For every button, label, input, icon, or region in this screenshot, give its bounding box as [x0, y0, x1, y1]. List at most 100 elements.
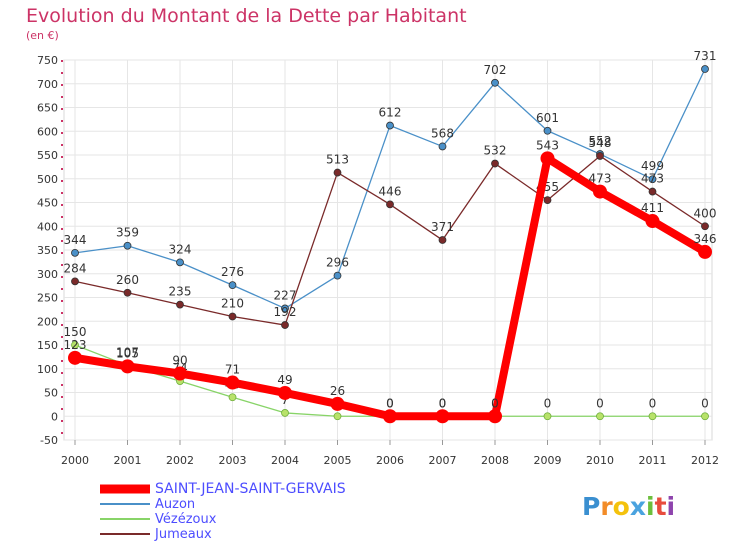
- legend-label: Auzon: [155, 497, 195, 512]
- legend-label: Jumeaux: [154, 527, 212, 542]
- data-label: 227: [274, 288, 297, 302]
- y-tick-label: 750: [37, 54, 58, 67]
- data-label: 107: [116, 345, 139, 359]
- y-tick-label: 450: [37, 197, 58, 210]
- data-point: [596, 152, 604, 160]
- data-label: 359: [116, 226, 139, 240]
- x-tick-label: 2004: [271, 454, 299, 467]
- data-label: 71: [225, 363, 240, 377]
- chart-subtitle: (en €): [26, 29, 59, 42]
- data-label: 49: [277, 373, 292, 387]
- data-label: 552: [589, 134, 612, 148]
- data-label: 400: [694, 206, 717, 220]
- data-label: 210: [221, 297, 244, 311]
- x-tick-label: 2000: [61, 454, 89, 467]
- data-point: [71, 341, 79, 349]
- data-point: [228, 393, 237, 402]
- data-label: 0: [649, 396, 657, 410]
- x-tick-label: 2010: [586, 454, 614, 467]
- data-point: [333, 271, 342, 280]
- data-label: 532: [484, 144, 507, 158]
- data-label: 26: [330, 384, 345, 398]
- data-point: [173, 366, 187, 381]
- data-label: 0: [701, 396, 709, 410]
- y-tick-label: 600: [37, 125, 58, 138]
- data-label: 612: [379, 106, 402, 120]
- y-tick-label: 550: [37, 149, 58, 162]
- data-label: 446: [379, 184, 402, 198]
- data-point: [123, 241, 132, 250]
- svg-text:Proxiti: Proxiti: [582, 492, 675, 521]
- y-tick-label: 250: [37, 292, 58, 305]
- x-tick-label: 2005: [324, 454, 352, 467]
- data-point: [228, 312, 237, 321]
- data-point: [330, 396, 345, 411]
- data-label: 284: [64, 261, 87, 275]
- data-label: 344: [64, 233, 87, 247]
- data-point: [488, 409, 502, 424]
- data-point: [438, 236, 447, 244]
- y-tick-label: 50: [44, 387, 58, 400]
- x-tick-label: 2009: [534, 454, 562, 467]
- y-tick-label: 650: [37, 102, 58, 115]
- data-point: [543, 412, 552, 421]
- data-label: 0: [544, 396, 552, 410]
- data-label: 90: [172, 354, 187, 368]
- data-point: [176, 258, 184, 267]
- y-tick-label: 400: [37, 220, 58, 233]
- data-label: 702: [484, 63, 507, 77]
- data-label: 0: [439, 396, 447, 410]
- x-axis: 2000 2001 2002 2003 2004 2005 2006 2007 2008 2009…: [61, 440, 719, 467]
- data-point: [648, 412, 657, 421]
- y-tick-label: 0: [51, 410, 58, 423]
- data-point: [71, 248, 79, 257]
- y-tick-label: 100: [37, 363, 58, 376]
- data-point: [333, 412, 342, 421]
- x-tick-label: 2001: [114, 454, 142, 467]
- data-label: 105: [116, 346, 139, 360]
- data-point: [701, 222, 709, 231]
- legend: SAINT-JEAN-SAINT-GERVAISAuzonVézézouxJum…: [100, 481, 346, 542]
- data-label: 0: [491, 396, 499, 410]
- data-point: [386, 121, 394, 130]
- x-tick-label: 2006: [376, 454, 404, 467]
- data-point: [383, 409, 397, 424]
- legend-label: Vézézoux: [155, 512, 217, 527]
- data-label: 548: [589, 136, 612, 150]
- data-label: 0: [439, 396, 447, 410]
- data-point: [123, 288, 132, 297]
- x-tick-label: 2008: [481, 454, 509, 467]
- data-label: 0: [386, 396, 394, 410]
- data-point: [438, 142, 447, 151]
- data-point: [491, 159, 499, 168]
- data-point: [386, 200, 394, 209]
- data-label: 150: [64, 325, 87, 339]
- data-point: [701, 412, 709, 421]
- y-tick-label: 500: [37, 173, 58, 186]
- data-point: [281, 409, 289, 417]
- series-layer: 344 359 324 276 227 296 612 568 702 601 552 499 731 2…: [64, 49, 717, 424]
- data-label: 123: [64, 338, 87, 352]
- data-label: 235: [169, 285, 192, 299]
- y-tick-label: 700: [37, 78, 58, 91]
- data-label: 276: [221, 265, 244, 279]
- data-label: 260: [116, 273, 139, 287]
- data-label: 371: [431, 220, 454, 234]
- data-point: [648, 187, 657, 196]
- data-label: 0: [386, 396, 394, 410]
- data-label: 568: [431, 126, 454, 140]
- data-point: [333, 168, 342, 177]
- x-tick-label: 2012: [691, 454, 719, 467]
- data-label: 324: [169, 242, 192, 256]
- data-point: [701, 65, 709, 73]
- data-label: 513: [326, 153, 349, 167]
- x-tick-label: 2011: [639, 454, 667, 467]
- data-point: [225, 375, 240, 390]
- data-point: [645, 214, 660, 229]
- y-tick-label: 150: [37, 339, 58, 352]
- data-point: [593, 184, 607, 199]
- y-tick-label: -50: [40, 434, 58, 447]
- data-label: 0: [596, 396, 604, 410]
- data-label: 543: [536, 138, 559, 152]
